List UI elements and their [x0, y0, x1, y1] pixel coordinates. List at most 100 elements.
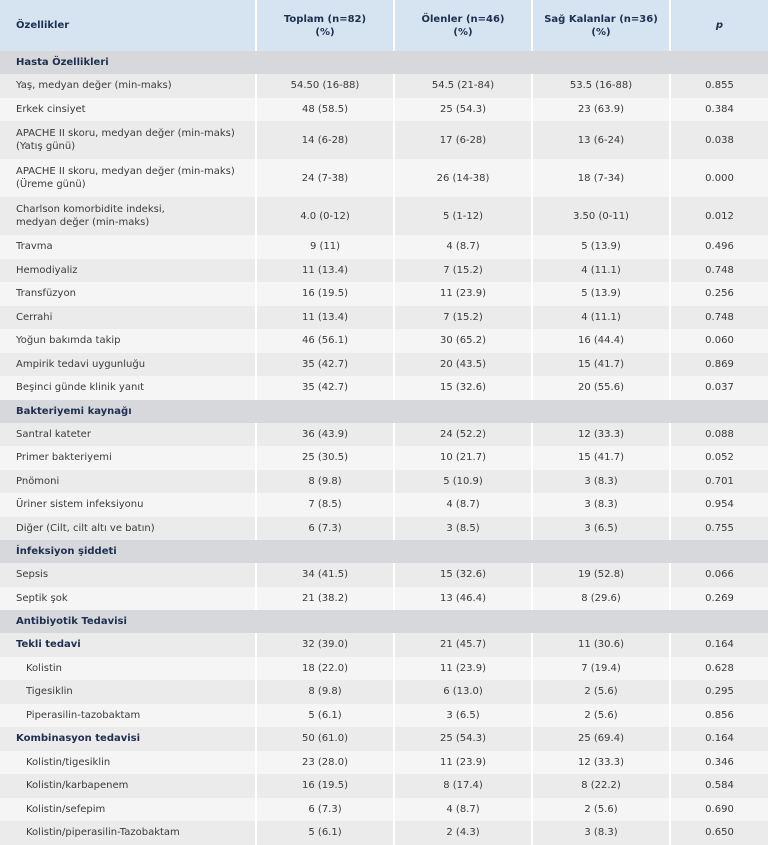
value-cell: 5 (6.1) [255, 821, 394, 845]
value-cell: 8 (9.8) [255, 680, 394, 704]
label-cell: Charlson komorbidite indeksi, medyan değe… [0, 197, 256, 235]
value-cell: 18 (22.0) [255, 656, 394, 680]
label-cell: Üriner sistem infeksiyonu [0, 493, 256, 517]
table-row: Kolistin/karbapenem 16 (19.5) 8 (17.4) 8 (2… [0, 774, 768, 798]
value-cell: 0.584 [669, 774, 768, 798]
value-cell: 13 (6-24) [531, 121, 670, 159]
value-cell: 10 (21.7) [393, 446, 532, 470]
table-row: Kolistin/tigesiklin 23 (28.0) 11 (23.9) 12 … [0, 750, 768, 774]
table-row: APACHE II skoru, medyan değer (min-maks)… [0, 159, 768, 197]
label-cell: APACHE II skoru, medyan değer (min-maks)… [0, 159, 256, 197]
value-cell: 0.066 [669, 563, 768, 587]
table-row: Santral kateter 36 (43.9) 24 (52.2) 12 (33.… [0, 422, 768, 446]
table-row: Tekli tedavi 32 (39.0) 21 (45.7) 11 (30.6) 0… [0, 633, 768, 657]
table-row: Yaş, medyan değer (min-maks) 54.50 (16-88… [0, 74, 768, 98]
value-cell: 35 (42.7) [255, 352, 394, 376]
value-cell: 0.346 [669, 750, 768, 774]
cell-line: (%) [315, 26, 335, 38]
value-cell: 11 (23.9) [393, 656, 532, 680]
value-cell: 5 (13.9) [531, 282, 670, 306]
value-cell: 8 (29.6) [531, 586, 670, 610]
value-cell: 0.748 [669, 258, 768, 282]
value-cell: 4 (8.7) [393, 797, 532, 821]
value-cell: 12 (33.3) [531, 422, 670, 446]
section-title: Antibiyotik Tedavisi [0, 610, 768, 633]
value-cell: 4 (8.7) [393, 493, 532, 517]
label-cell: Hemodiyaliz [0, 258, 256, 282]
value-cell: 16 (19.5) [255, 774, 394, 798]
value-cell: 54.50 (16-88) [255, 74, 394, 98]
table-row: Primer bakteriyemi 25 (30.5) 10 (21.7) 15 (… [0, 446, 768, 470]
table-row: Kolistin/sefepim 6 (7.3) 4 (8.7) 2 (5.6) 0.6… [0, 797, 768, 821]
cell-line: medyan değer (min-maks) [16, 217, 150, 228]
value-cell: 21 (38.2) [255, 586, 394, 610]
value-cell: 14 (6-28) [255, 121, 394, 159]
cell-line: (%) [591, 26, 611, 38]
value-cell: 4 (8.7) [393, 235, 532, 259]
table-row: Tigesiklin 8 (9.8) 6 (13.0) 2 (5.6) 0.295 [0, 680, 768, 704]
value-cell: 0.496 [669, 235, 768, 259]
label-cell: Diğer (Cilt, cilt altı ve batın) [0, 516, 256, 540]
value-cell: 3 (8.3) [531, 469, 670, 493]
value-cell: 20 (43.5) [393, 352, 532, 376]
value-cell: 11 (23.9) [393, 750, 532, 774]
value-cell: 5 (10.9) [393, 469, 532, 493]
value-cell: 46 (56.1) [255, 329, 394, 353]
value-cell: 16 (44.4) [531, 329, 670, 353]
value-cell: 48 (58.5) [255, 97, 394, 121]
value-cell: 5 (6.1) [255, 703, 394, 727]
section-row: Antibiyotik Tedavisi [0, 610, 768, 633]
table-row: Kolistin/piperasilin-Tazobaktam 5 (6.1) 2 … [0, 821, 768, 845]
label-cell: Primer bakteriyemi [0, 446, 256, 470]
cell-line: (Yatış günü) [16, 141, 76, 152]
section-title: İnfeksiyon şiddeti [0, 540, 768, 563]
section-title: Hasta Özellikleri [0, 51, 768, 74]
value-cell: 2 (5.6) [531, 797, 670, 821]
value-cell: 4 (11.1) [531, 305, 670, 329]
cell-line: p [715, 20, 724, 31]
table-row: Kombinasyon tedavisi 50 (61.0) 25 (54.3) 25… [0, 727, 768, 751]
value-cell: 0.755 [669, 516, 768, 540]
value-cell: 34 (41.5) [255, 563, 394, 587]
value-cell: 30 (65.2) [393, 329, 532, 353]
value-cell: 0.855 [669, 74, 768, 98]
value-cell: 32 (39.0) [255, 633, 394, 657]
header-row: Özellikler Toplam (n=82) (%) Ölenler (n=46)… [0, 0, 768, 51]
value-cell: 24 (52.2) [393, 422, 532, 446]
table-row: Yoğun bakımda takip 46 (56.1) 30 (65.2) 16 … [0, 329, 768, 353]
value-cell: 6 (7.3) [255, 797, 394, 821]
value-cell: 11 (13.4) [255, 258, 394, 282]
value-cell: 9 (11) [255, 235, 394, 259]
value-cell: 3 (8.5) [393, 516, 532, 540]
table-body: Hasta Özellikleri Yaş, medyan değer (min-… [0, 51, 768, 845]
value-cell: 35 (42.7) [255, 376, 394, 400]
label-cell: Travma [0, 235, 256, 259]
value-cell: 8 (22.2) [531, 774, 670, 798]
value-cell: 15 (41.7) [531, 446, 670, 470]
value-cell: 0.000 [669, 159, 768, 197]
value-cell: 36 (43.9) [255, 422, 394, 446]
value-cell: 3 (8.3) [531, 821, 670, 845]
cell-line: (Üreme günü) [16, 179, 86, 190]
section-row: Hasta Özellikleri [0, 51, 768, 74]
value-cell: 25 (54.3) [393, 727, 532, 751]
value-cell: 5 (13.9) [531, 235, 670, 259]
value-cell: 0.701 [669, 469, 768, 493]
label-cell: Kolistin [0, 656, 256, 680]
value-cell: 21 (45.7) [393, 633, 532, 657]
label-cell: Santral kateter [0, 422, 256, 446]
table-row: Pnömoni 8 (9.8) 5 (10.9) 3 (8.3) 0.701 [0, 469, 768, 493]
label-cell: Kombinasyon tedavisi [0, 727, 256, 751]
value-cell: 0.052 [669, 446, 768, 470]
table-row: Septik şok 21 (38.2) 13 (46.4) 8 (29.6) 0.26… [0, 586, 768, 610]
section-row: İnfeksiyon şiddeti [0, 540, 768, 563]
value-cell: 16 (19.5) [255, 282, 394, 306]
value-cell: 11 (13.4) [255, 305, 394, 329]
value-cell: 0.628 [669, 656, 768, 680]
value-cell: 23 (28.0) [255, 750, 394, 774]
value-cell: 15 (32.6) [393, 563, 532, 587]
value-cell: 8 (17.4) [393, 774, 532, 798]
value-cell: 8 (9.8) [255, 469, 394, 493]
value-cell: 0.954 [669, 493, 768, 517]
